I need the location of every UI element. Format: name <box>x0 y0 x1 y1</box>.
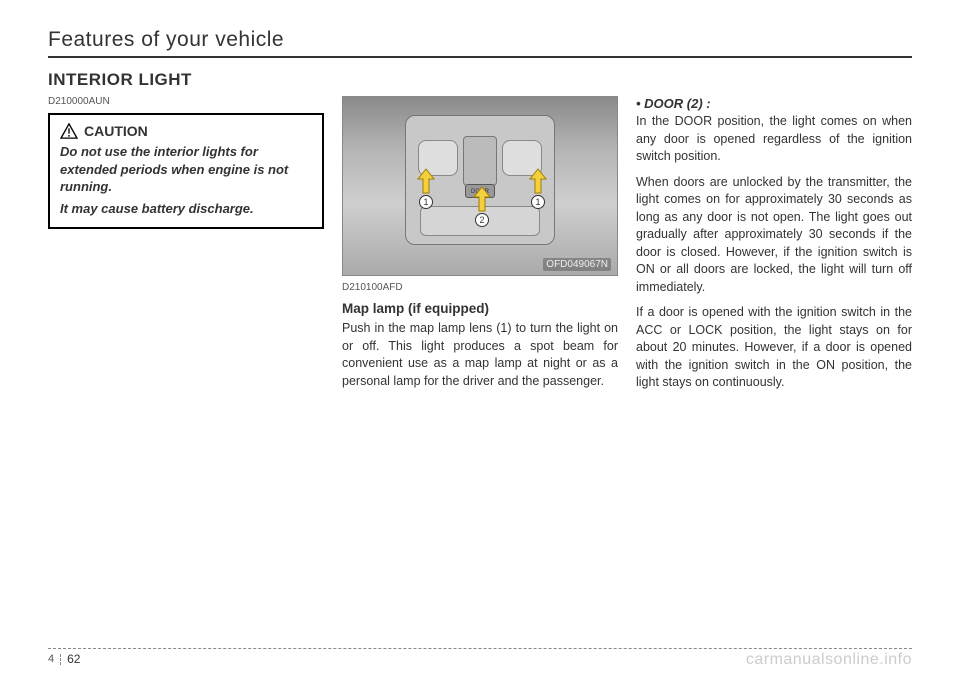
switch-box <box>463 136 497 186</box>
ref-code-2: D210100AFD <box>342 282 618 293</box>
callout-num-left: 1 <box>419 195 433 209</box>
watermark: carmanualsonline.info <box>746 651 912 669</box>
caution-line-1: Do not use the interior lights for exten… <box>60 143 312 196</box>
content-columns: D210000AUN CAUTION Do not use the interi… <box>48 96 912 400</box>
caution-header: CAUTION <box>60 123 312 139</box>
callout-right: 1 <box>527 167 549 209</box>
footer-rule <box>48 648 912 649</box>
callout-num-center: 2 <box>475 213 489 227</box>
figure-inner: DOOR 1 2 <box>343 97 617 275</box>
arrow-icon <box>415 167 437 197</box>
caution-label: CAUTION <box>84 123 148 139</box>
column-3: • DOOR (2) : In the DOOR position, the l… <box>636 96 912 400</box>
figure-code: OFD049067N <box>543 258 611 271</box>
column-2: DOOR 1 2 <box>342 96 618 400</box>
header-title: Features of your vehicle <box>48 28 912 52</box>
section-title: INTERIOR LIGHT <box>48 70 912 90</box>
callout-center: 2 <box>471 185 493 227</box>
map-lamp-body: Push in the map lamp lens (1) to turn th… <box>342 320 618 390</box>
ref-code-1: D210000AUN <box>48 96 324 107</box>
figure: DOOR 1 2 <box>342 96 618 276</box>
footer-section-num: 4 <box>48 654 61 665</box>
map-lamp-heading: Map lamp (if equipped) <box>342 301 618 316</box>
page-header: Features of your vehicle <box>48 28 912 58</box>
door-p2: When doors are unlocked by the transmitt… <box>636 174 912 297</box>
callout-num-right: 1 <box>531 195 545 209</box>
arrow-icon <box>471 185 493 215</box>
callout-left: 1 <box>415 167 437 209</box>
arrow-icon <box>527 167 549 197</box>
door-p3: If a door is opened with the ignition sw… <box>636 304 912 392</box>
column-1: D210000AUN CAUTION Do not use the interi… <box>48 96 324 400</box>
door-label: • DOOR (2) : <box>636 96 912 111</box>
caution-box: CAUTION Do not use the interior lights f… <box>48 113 324 229</box>
caution-body: Do not use the interior lights for exten… <box>60 143 312 217</box>
door-p1: In the DOOR position, the light comes on… <box>636 113 912 166</box>
caution-icon <box>60 123 78 139</box>
caution-line-2: It may cause battery discharge. <box>60 200 312 218</box>
footer-page-num: 62 <box>67 653 80 665</box>
